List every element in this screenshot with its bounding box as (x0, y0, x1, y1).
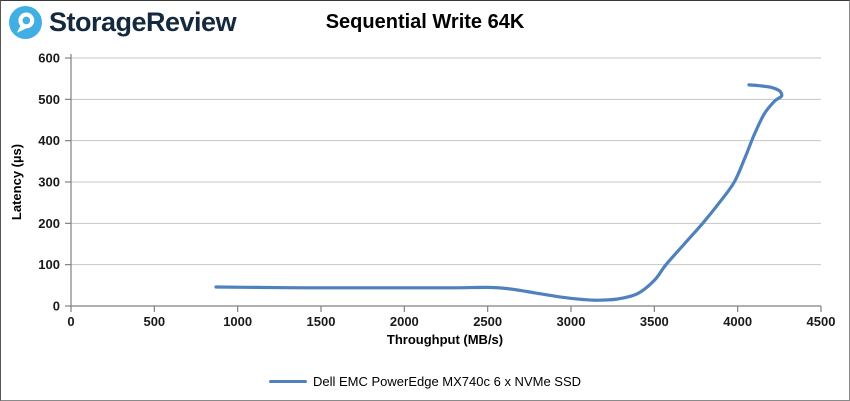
tick-labels: 0 100 200 300 400 500 600 0 500 1000 1500 2000 2500 3… (38, 51, 835, 330)
x-tick-label-2000: 2000 (390, 314, 419, 329)
x-tick-label-4500: 4500 (807, 314, 836, 329)
x-tick-label-1500: 1500 (307, 314, 336, 329)
x-tick-label-500: 500 (143, 314, 165, 329)
x-axis-title: Throughput (MB/s) (387, 332, 503, 347)
series-lines (214, 83, 784, 302)
y-tick-label-0: 0 (53, 299, 60, 314)
x-tick-label-2500: 2500 (473, 314, 502, 329)
x-tick-label-0: 0 (67, 314, 74, 329)
legend-label: Dell EMC PowerEdge MX740c 6 x NVMe SSD (312, 374, 582, 389)
storagereview-logo-icon (9, 6, 42, 39)
y-tick-label-100: 100 (38, 257, 60, 272)
y-tick-label-500: 500 (38, 92, 60, 107)
axes (70, 54, 821, 307)
x-tick-label-3500: 3500 (640, 314, 669, 329)
tick-marks (65, 57, 822, 312)
brand-wordmark: StorageReview (49, 7, 237, 37)
x-tick-label-1000: 1000 (223, 314, 252, 329)
storagereview-header: StorageReview (9, 6, 237, 39)
x-tick-label-4000: 4000 (723, 314, 752, 329)
legend: Dell EMC PowerEdge MX740c 6 x NVMe SSD (1, 374, 849, 389)
y-tick-label-200: 200 (38, 216, 60, 231)
y-tick-label-300: 300 (38, 175, 60, 190)
x-tick-label-3000: 3000 (557, 314, 586, 329)
y-tick-label-600: 600 (38, 51, 60, 66)
series-line-0 (214, 83, 784, 302)
y-axis-title: Latency (µs) (9, 144, 24, 220)
legend-line-swatch (268, 380, 307, 383)
chart-title: Sequential Write 64K (325, 11, 525, 33)
gridlines (71, 57, 821, 266)
y-tick-label-400: 400 (38, 133, 60, 148)
